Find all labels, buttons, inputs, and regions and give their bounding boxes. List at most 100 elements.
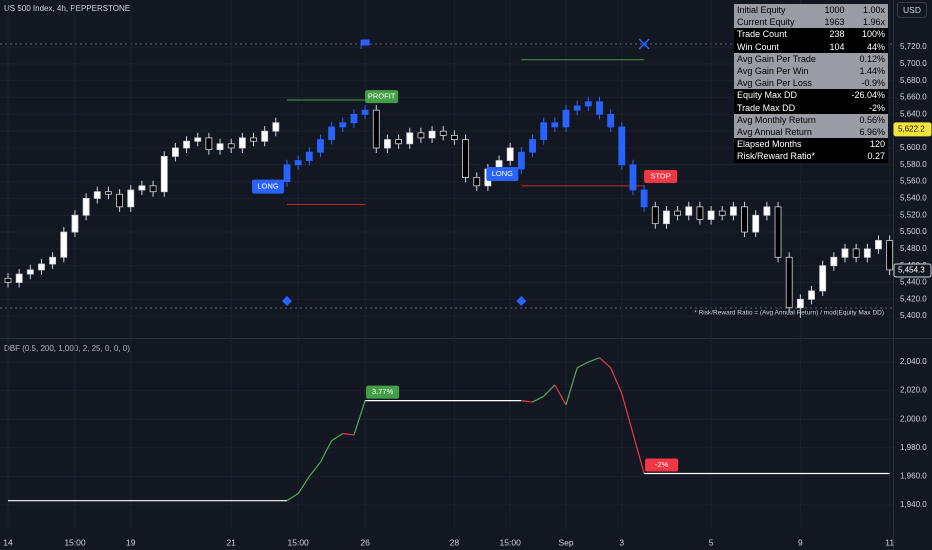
candle-body (562, 109, 570, 128)
candle-body (540, 122, 548, 140)
candle-body (238, 137, 246, 149)
candle-body (506, 147, 514, 161)
x-tick-label: 15:00 (288, 537, 310, 547)
price-label-box (893, 122, 932, 137)
stats-cell (821, 102, 848, 114)
stats-table: Initial Equity 1000 1.00x Current Equity 196… (734, 4, 888, 163)
y-tick-label: 2,000.0 (900, 414, 927, 423)
stats-row: Avg Annual Return 6.96% (734, 126, 888, 139)
x-tick-label: 9 (798, 537, 803, 547)
price-label: 5,454.3 (898, 266, 925, 275)
candle-body (529, 139, 536, 153)
stats-cell: 1000 (824, 5, 845, 15)
y-tick-label: 5,480.0 (900, 244, 927, 253)
stats-cell (821, 150, 848, 162)
candle-body (696, 206, 704, 220)
equity-line (297, 476, 310, 494)
y-tick-label: 2,040.0 (900, 357, 927, 366)
return-label: 3.77% (372, 387, 394, 396)
candle-body (551, 122, 559, 128)
candle-body (183, 140, 190, 149)
indicator-title: DBF (0.5, 200, 1,000, 2, 25, 0, 0, 0) (4, 344, 130, 353)
entry-label-box (252, 179, 284, 194)
stats-cell: 120 (869, 139, 885, 150)
candle-body (462, 139, 469, 178)
stats-cell (821, 53, 848, 65)
equity-line (554, 384, 567, 406)
candle-body (450, 134, 458, 140)
stats-cell: Initial Equity (737, 5, 786, 15)
equity-line (543, 384, 556, 397)
stats-row: Current Equity 1963 1.96x (734, 16, 888, 29)
exit-marker (638, 38, 650, 50)
entry-marker (282, 296, 292, 306)
candle-body (685, 206, 693, 216)
x-tick-label: 19 (126, 537, 136, 547)
candle-body (830, 256, 838, 267)
equity-line (342, 432, 355, 436)
candle-body (640, 189, 648, 208)
y-tick-label: 5,640.0 (900, 109, 927, 118)
candle-body (785, 256, 793, 309)
price-label: 5,622.2 (898, 124, 925, 133)
stats-cell: Risk/Reward Ratio* (737, 151, 816, 162)
candle-body (875, 240, 882, 250)
currency-button[interactable]: USD (897, 2, 927, 18)
candle-body (428, 130, 436, 139)
candle-body (160, 155, 168, 193)
stats-row: Initial Equity 1000 1.00x (734, 4, 888, 17)
candle-body (171, 147, 179, 157)
candle-body (250, 137, 257, 142)
y-tick-label: 5,580.0 (900, 160, 927, 169)
stats-cell (821, 89, 848, 101)
stats-row: Avg Gain Per Win 1.44% (734, 65, 888, 78)
candle-body (886, 240, 894, 271)
stats-cell: Trade Max DD (737, 102, 796, 113)
candle-body (60, 231, 68, 258)
stats-cell: Trade Count (737, 29, 787, 40)
exit-label: PROFIT (368, 92, 396, 101)
candle-body (763, 206, 771, 216)
candle-body (384, 139, 391, 149)
stats-cell: -0.9% (861, 78, 885, 89)
y-tick-label: 5,700.0 (900, 59, 927, 68)
candle-body (339, 122, 347, 128)
entry-label: LONG (492, 169, 513, 178)
candle-body (194, 137, 202, 142)
x-tick-label: 11 (885, 537, 894, 547)
equity-line (319, 440, 333, 463)
stats-cell: -2% (868, 102, 885, 113)
candle-body (205, 137, 213, 151)
stats-cell: Avg Annual Return (737, 127, 812, 138)
stats-cell (821, 77, 848, 89)
candle-body (272, 122, 280, 132)
equity-line (353, 400, 366, 436)
stats-row: Avg Monthly Return 0.56% (734, 113, 888, 127)
equity-line (632, 433, 645, 474)
candle-body (105, 191, 112, 195)
candle-body (283, 164, 291, 183)
stats-row: Avg Gain Per Loss -0.9% (734, 77, 888, 90)
candle-body (116, 193, 123, 208)
candle-body (774, 206, 782, 258)
candle-body (149, 185, 157, 193)
stats-cell: Win Count (737, 41, 780, 52)
candle-body (584, 101, 592, 107)
x-tick-label: 26 (360, 537, 370, 547)
equity-line (610, 367, 623, 394)
candle-body (138, 185, 146, 191)
candle-body (808, 290, 815, 300)
exit-label-box (365, 90, 399, 104)
candle-body (417, 132, 425, 139)
candle-body (674, 210, 681, 216)
candle-body (663, 210, 670, 225)
equity-line (565, 367, 578, 406)
stats-cell: Avg Gain Per Trade (737, 53, 816, 64)
candle-body (863, 248, 871, 258)
candle-body (618, 126, 626, 166)
candle-body (261, 130, 269, 142)
candle-body (607, 113, 615, 128)
stats-cell: Elapsed Months (737, 139, 802, 150)
